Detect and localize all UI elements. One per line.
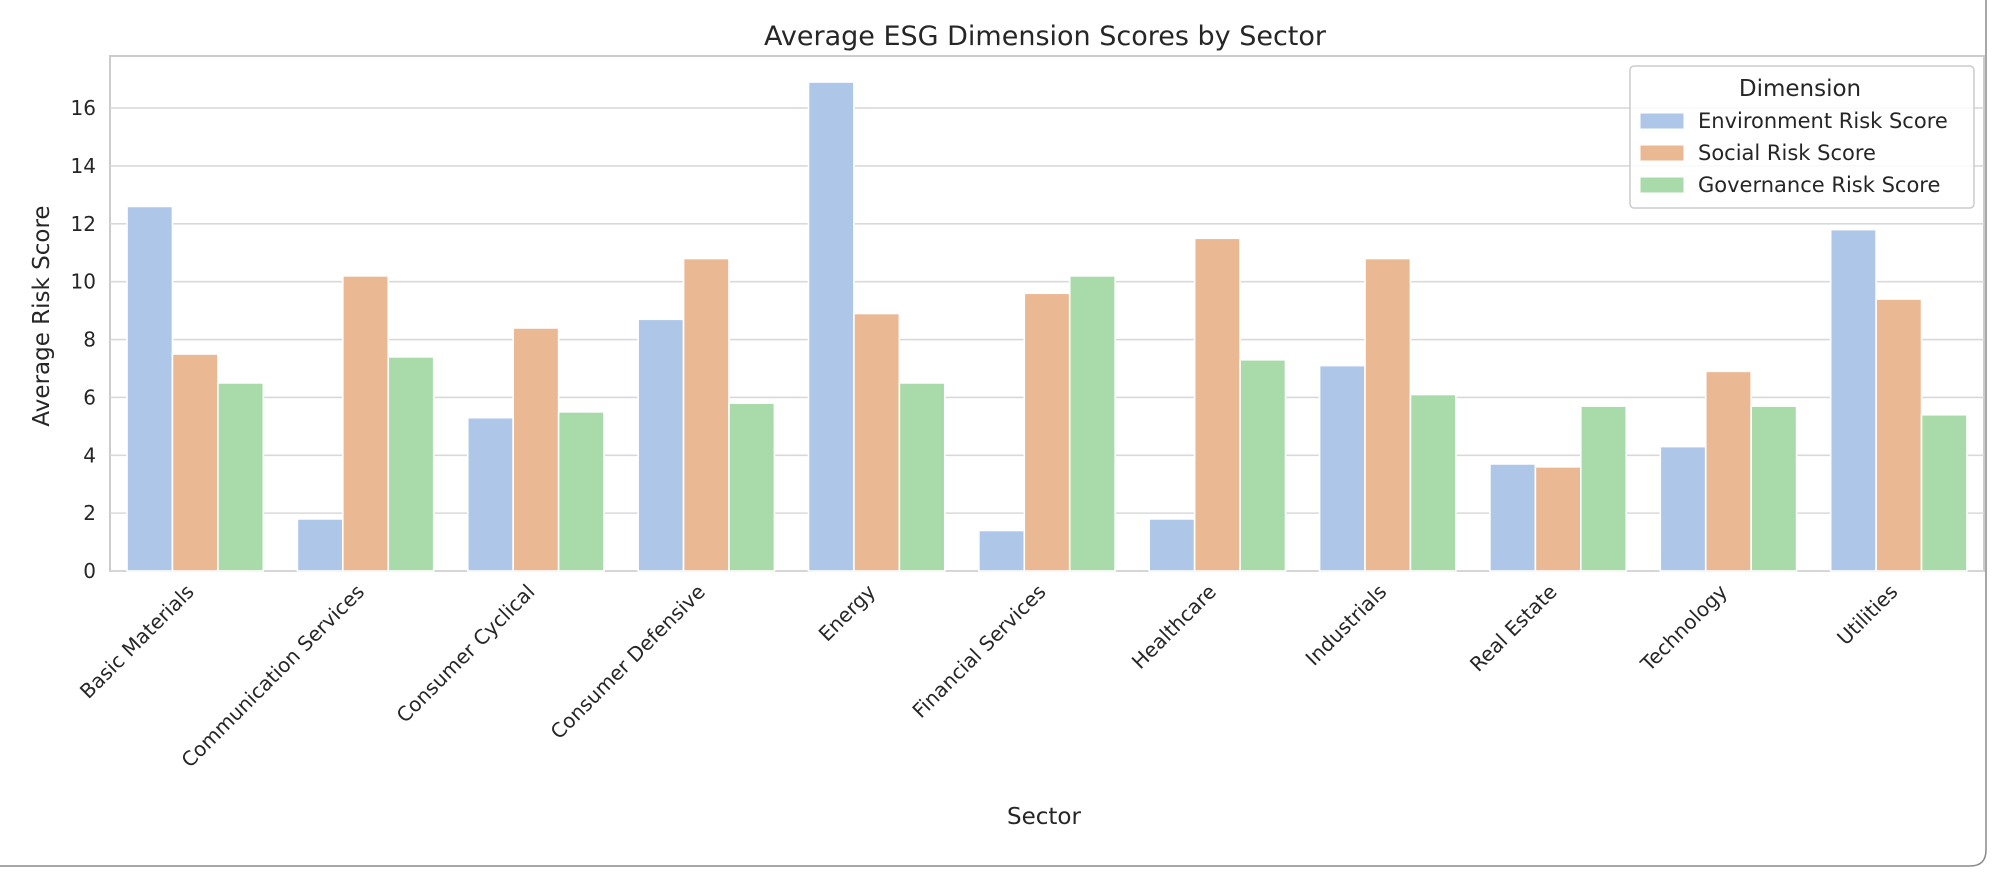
legend: Dimension Environment Risk Score Social R… [1629,65,1975,209]
x-tick-label: Technology [1635,579,1732,676]
legend-label: Governance Risk Score [1698,173,1940,197]
bar-governance-risk-score-industrials [1409,393,1457,572]
x-tick-label: Real Estate [1465,580,1562,677]
bar-social-risk-score-consumer-cyclical [512,327,560,572]
x-tick-label: Energy [814,579,881,646]
bar-governance-risk-score-energy [898,382,946,572]
legend-swatch [1639,112,1685,130]
legend-label: Environment Risk Score [1698,109,1948,133]
x-tick-label: Financial Services [908,580,1051,723]
bar-governance-risk-score-basic-materials [217,382,265,572]
legend-entries: Environment Risk Score Social Risk Score G… [1639,109,1948,197]
bar-environment-risk-score-communication-services [296,518,344,572]
y-tick-labels: 0 2 4 6 8 10 12 14 16 [71,96,96,583]
legend-swatch [1639,144,1685,162]
bar-social-risk-score-utilities [1875,298,1923,572]
bar-social-risk-score-technology [1704,370,1752,572]
y-tick-label: 2 [83,501,96,525]
legend-title: Dimension [1739,76,1861,102]
y-axis-label: Average Risk Score [29,205,55,426]
bar-governance-risk-score-consumer-defensive [728,402,776,572]
bar-governance-risk-score-financial-services [1068,275,1116,572]
bar-governance-risk-score-utilities [1920,413,1968,572]
legend-label: Social Risk Score [1698,141,1876,165]
bar-social-risk-score-basic-materials [171,353,219,572]
bar-environment-risk-score-basic-materials [126,205,174,572]
bar-social-risk-score-consumer-defensive [682,257,730,572]
chart-title: Average ESG Dimension Scores by Sector [764,21,1327,52]
x-tick-label: Healthcare [1127,580,1221,674]
x-tick-label: Consumer Cyclical [392,580,540,728]
bar-governance-risk-score-communication-services [387,356,435,572]
bars [126,81,1968,572]
bar-environment-risk-score-consumer-defensive [637,318,685,572]
bar-social-risk-score-financial-services [1023,292,1071,572]
bar-environment-risk-score-real-estate [1489,463,1537,572]
y-tick-label: 10 [71,270,96,294]
y-tick-label: 0 [83,559,96,583]
y-tick-label: 8 [83,328,96,352]
x-tick-label: Utilities [1832,580,1902,650]
bar-social-risk-score-real-estate [1534,466,1582,572]
x-tick-label: Industrials [1301,580,1392,671]
bar-governance-risk-score-consumer-cyclical [557,411,605,572]
y-tick-label: 6 [83,385,96,409]
x-tick-label: Communication Services [177,580,370,773]
y-tick-label: 4 [83,443,96,467]
x-tick-label: Basic Materials [75,580,199,704]
bar-environment-risk-score-financial-services [978,529,1026,572]
bar-governance-risk-score-healthcare [1239,358,1287,572]
bar-governance-risk-score-real-estate [1580,405,1628,572]
y-tick-label: 14 [71,154,96,178]
bar-social-risk-score-energy [853,312,901,572]
bar-environment-risk-score-industrials [1318,364,1366,572]
legend-swatch [1639,176,1685,194]
bar-environment-risk-score-technology [1659,445,1707,572]
bar-social-risk-score-healthcare [1193,237,1241,572]
x-tick-label: Consumer Defensive [546,580,710,744]
bar-environment-risk-score-healthcare [1148,518,1196,572]
bar-social-risk-score-industrials [1364,257,1412,572]
bar-environment-risk-score-consumer-cyclical [466,416,514,572]
bar-social-risk-score-communication-services [342,275,390,572]
x-axis-label: Sector [1007,804,1081,830]
legend-box [1629,65,1975,209]
bar-environment-risk-score-utilities [1829,228,1877,572]
bar-environment-risk-score-energy [807,81,855,572]
bar-governance-risk-score-technology [1750,405,1798,572]
y-tick-label: 12 [71,212,96,236]
y-tick-label: 16 [71,96,96,120]
